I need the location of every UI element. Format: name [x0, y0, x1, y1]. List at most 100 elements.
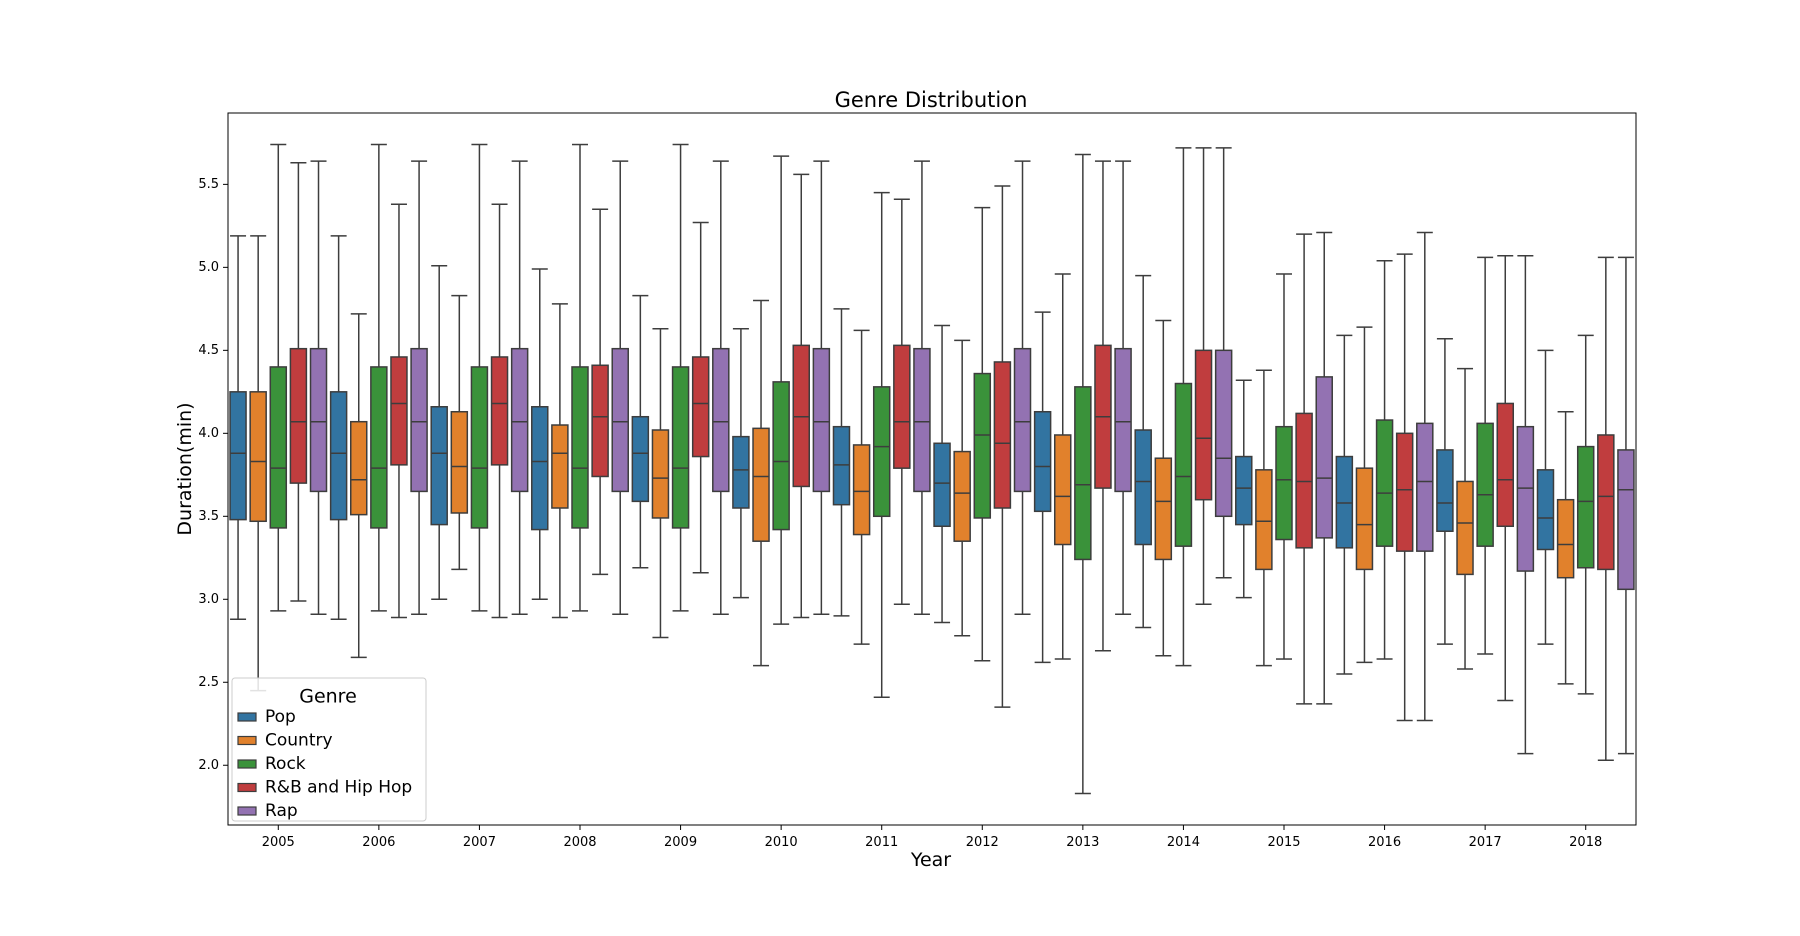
box-body	[1194, 349, 1213, 501]
x-tick-label: 2009	[664, 835, 697, 850]
box-r-b-and-hip-hop-2016	[1395, 253, 1414, 722]
legend-swatch-pop	[237, 712, 257, 722]
box-body	[1395, 432, 1414, 552]
legend-label-rap: Rap	[265, 801, 298, 821]
box-body	[531, 406, 549, 531]
box-body	[611, 347, 629, 493]
box-body	[309, 347, 328, 493]
box-r-b-and-hip-hop-2017	[1496, 254, 1515, 702]
box-body	[249, 391, 267, 523]
box-country-2013	[1053, 273, 1072, 660]
box-r-b-and-hip-hop-2012	[993, 185, 1012, 708]
box-rap-2009	[712, 160, 730, 615]
x-tick-label: 2008	[563, 835, 596, 850]
box-pop-2009	[631, 294, 650, 569]
box-rap-2015	[1315, 231, 1333, 705]
box-body	[1516, 425, 1535, 572]
box-pop-2012	[933, 324, 951, 624]
box-body	[691, 356, 710, 458]
box-body	[229, 391, 247, 521]
box-body	[1114, 347, 1132, 493]
box-rap-2018	[1617, 256, 1635, 755]
y-tick-label: 5.0	[198, 260, 219, 275]
box-body	[852, 444, 871, 536]
legend-label-country: Country	[265, 731, 333, 751]
box-rock-2009	[671, 143, 690, 612]
box-country-2011	[852, 329, 871, 645]
box-body	[732, 435, 750, 509]
legend-frame	[231, 677, 427, 822]
box-country-2014	[1154, 319, 1173, 657]
box-body	[651, 429, 670, 519]
legend-swatch-r-b-and-hip-hop	[237, 782, 257, 793]
box-body	[1235, 455, 1253, 526]
box-r-b-and-hip-hop-2010	[792, 173, 811, 619]
y-tick-label: 4.0	[198, 426, 219, 441]
box-rap-2013	[1114, 160, 1132, 615]
box-body	[712, 347, 730, 493]
x-tick-label: 2006	[362, 835, 395, 850]
box-body	[993, 361, 1012, 509]
box-body	[349, 420, 368, 516]
x-axis-title: Year	[910, 849, 951, 871]
box-body	[1074, 386, 1092, 561]
box-body	[1355, 467, 1374, 571]
box-rap-2012	[1013, 160, 1032, 615]
plot-area	[229, 143, 1635, 795]
box-country-2012	[953, 339, 971, 637]
legend-label-rock: Rock	[265, 754, 306, 774]
box-pop-2011	[832, 308, 851, 617]
box-rap-2006	[410, 160, 428, 615]
box-body	[1496, 402, 1515, 528]
box-body	[1154, 457, 1173, 561]
y-axis-title: Duration(min)	[174, 402, 196, 535]
box-body	[1456, 480, 1474, 576]
box-pop-2017	[1436, 337, 1454, 645]
box-rock-2014	[1174, 147, 1193, 667]
box-body	[1053, 434, 1072, 546]
box-country-2008	[551, 303, 569, 619]
box-body	[1597, 434, 1615, 571]
box-country-2010	[752, 299, 770, 667]
x-tick-label: 2010	[765, 835, 798, 850]
box-body	[1255, 469, 1273, 571]
legend-title: Genre	[299, 686, 357, 708]
y-tick-label: 2.5	[198, 675, 219, 690]
box-r-b-and-hip-hop-2014	[1194, 147, 1213, 606]
x-tick-label: 2005	[262, 835, 295, 850]
box-body	[551, 424, 569, 509]
box-rock-2018	[1576, 334, 1595, 695]
box-body	[953, 450, 971, 542]
box-country-2007	[450, 294, 469, 571]
box-rock-2017	[1476, 256, 1494, 655]
box-rock-2008	[571, 143, 589, 612]
box-body	[410, 347, 428, 493]
box-body	[510, 347, 529, 493]
box-body	[893, 344, 911, 469]
box-body	[1134, 429, 1152, 546]
box-rap-2017	[1516, 254, 1535, 755]
box-body	[1315, 376, 1333, 539]
box-rock-2010	[772, 155, 790, 625]
box-body	[913, 347, 931, 493]
box-r-b-and-hip-hop-2013	[1094, 160, 1112, 652]
box-body	[370, 366, 388, 529]
box-r-b-and-hip-hop-2011	[893, 198, 911, 606]
x-tick-label: 2018	[1569, 835, 1602, 850]
box-pop-2013	[1033, 311, 1052, 664]
box-pop-2014	[1134, 274, 1152, 629]
box-rock-2016	[1375, 259, 1394, 660]
box-body	[1556, 498, 1575, 579]
box-body	[832, 425, 851, 506]
legend-swatch-rock	[237, 759, 257, 769]
box-country-2006	[349, 313, 368, 659]
box-body	[1033, 410, 1052, 513]
box-rock-2015	[1275, 273, 1293, 660]
y-tick-label: 2.0	[198, 758, 219, 773]
x-tick-label: 2015	[1267, 835, 1300, 850]
box-pop-2018	[1536, 349, 1555, 645]
box-body	[1013, 347, 1032, 493]
box-pop-2015	[1235, 379, 1253, 599]
box-rap-2008	[611, 160, 629, 615]
